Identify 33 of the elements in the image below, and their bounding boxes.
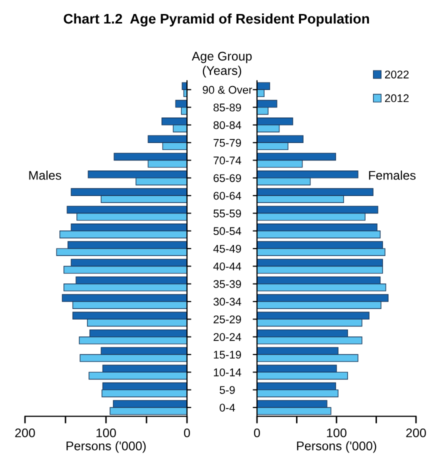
y-tick-label: 30-34 bbox=[213, 298, 242, 306]
y-tick-label: 45-49 bbox=[213, 244, 241, 253]
text: Chart 1.2 Age Pyramid of Resident Population bbox=[64, 13, 369, 27]
y-tick-label: 80-84 bbox=[214, 121, 242, 130]
x-axis-title: Persons ('000) bbox=[297, 441, 376, 453]
y-tick-label: 40-44 bbox=[213, 262, 242, 270]
y-tick-label: 25-29 bbox=[214, 315, 241, 324]
legend-label: 2012 bbox=[385, 94, 409, 102]
x-tick-label: 0 bbox=[184, 428, 190, 438]
y-tick-label: 35-39 bbox=[213, 280, 241, 288]
y-tick-label: 60-64 bbox=[214, 192, 242, 200]
y-tick-label: 10-14 bbox=[214, 368, 242, 376]
legend-label: 2022 bbox=[385, 70, 409, 78]
x-tick-label: 200 bbox=[15, 428, 35, 438]
y-tick-label: 65-69 bbox=[214, 174, 241, 182]
y-axis-title: Age Group (Years) bbox=[192, 52, 252, 78]
x-tick-label: 0 bbox=[254, 428, 260, 438]
y-tick-label: 70-74 bbox=[214, 156, 242, 164]
annotation: Females bbox=[369, 170, 416, 180]
y-tick-label: 55-59 bbox=[214, 210, 241, 218]
y-tick-label: 90 & Over bbox=[202, 86, 252, 94]
y-tick-label: 20-24 bbox=[214, 333, 242, 341]
y-tick-label: 15-19 bbox=[214, 350, 241, 359]
x-tick-label: 200 bbox=[406, 428, 426, 438]
y-tick-label: 85-89 bbox=[214, 104, 241, 112]
y-tick-label: 0-4 bbox=[220, 404, 235, 412]
x-tick-label: 100 bbox=[96, 428, 116, 438]
x-tick-label: 100 bbox=[327, 428, 346, 438]
annotation: Males bbox=[29, 170, 62, 180]
x-axis-title: Persons ('000) bbox=[66, 441, 146, 453]
y-tick-label: 5-9 bbox=[220, 386, 235, 394]
y-tick-label: 75-79 bbox=[214, 138, 241, 147]
y-tick-label: 50-54 bbox=[214, 227, 242, 236]
